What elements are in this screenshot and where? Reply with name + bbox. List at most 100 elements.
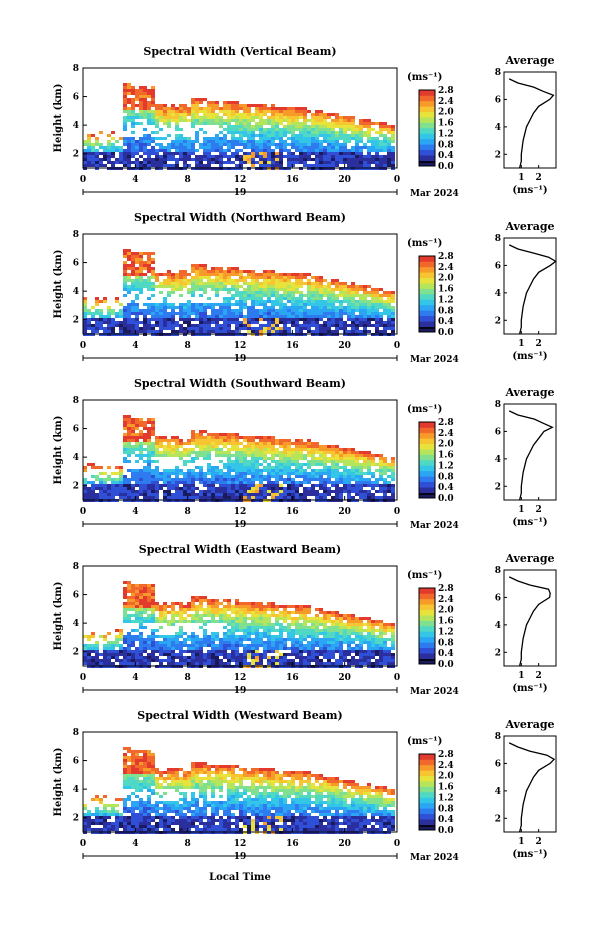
heatmap-cell — [363, 303, 367, 306]
heatmap-cell — [247, 291, 251, 294]
heatmap-cell — [339, 460, 343, 463]
heatmap-cell — [135, 478, 139, 481]
heatmap-cell — [315, 463, 319, 466]
heatmap-cell — [131, 650, 135, 653]
heatmap-cell — [147, 472, 151, 475]
heatmap-cell — [267, 623, 271, 626]
heatmap-cell — [139, 445, 143, 448]
heatmap-cell — [275, 297, 279, 300]
heatmap-cell — [235, 267, 239, 270]
heatmap-cell — [223, 140, 227, 143]
heatmap-cell — [155, 107, 159, 110]
heatmap-cell — [139, 137, 143, 140]
heatmap-cell — [219, 119, 223, 122]
heatmap-cell — [143, 161, 147, 164]
heatmap-cell — [367, 451, 371, 454]
y-tick-label: 8 — [73, 64, 79, 74]
heatmap-cell — [311, 116, 315, 119]
heatmap-cell — [287, 481, 291, 484]
heatmap-cell — [347, 155, 351, 158]
heatmap-cell — [347, 487, 351, 490]
heatmap-cell — [279, 442, 283, 445]
heatmap-cell — [183, 309, 187, 312]
heatmap-cell — [247, 161, 251, 164]
heatmap-cell — [147, 644, 151, 647]
heatmap-cell — [231, 134, 235, 137]
heatmap-cell — [171, 324, 175, 327]
heatmap-cell — [247, 617, 251, 620]
heatmap-cell — [167, 113, 171, 116]
heatmap-cell — [131, 608, 135, 611]
heatmap-cell — [231, 487, 235, 490]
heatmap-cell — [235, 472, 239, 475]
heatmap-cell — [107, 496, 111, 499]
heatmap-cell — [383, 324, 387, 327]
heatmap-cell — [127, 98, 131, 101]
heatmap-cell — [191, 107, 195, 110]
heatmap-cell — [295, 158, 299, 161]
heatmap-cell — [199, 312, 203, 315]
heatmap-cell — [127, 584, 131, 587]
heatmap-cell — [219, 478, 223, 481]
heatmap-cell — [227, 662, 231, 665]
heatmap-cell — [127, 119, 131, 122]
heatmap-cell — [179, 662, 183, 665]
heatmap-cell — [335, 113, 339, 116]
heatmap-cell — [199, 321, 203, 324]
heatmap-cell — [115, 149, 119, 152]
heatmap-cell — [287, 318, 291, 321]
heatmap-cell — [203, 493, 207, 496]
heatmap-cell — [259, 472, 263, 475]
heatmap-cell — [275, 327, 279, 330]
heatmap-cell — [171, 155, 175, 158]
heatmap-cell — [275, 454, 279, 457]
heatmap-cell — [375, 315, 379, 318]
heatmap-cell — [295, 146, 299, 149]
heatmap-cell — [187, 321, 191, 324]
x-tick-label: 16 — [286, 175, 299, 185]
heatmap-cell — [91, 164, 95, 167]
heatmap-cell — [291, 448, 295, 451]
heatmap-cell — [303, 472, 307, 475]
heatmap-cell — [227, 620, 231, 623]
heatmap-cell — [375, 294, 379, 297]
heatmap-cell — [215, 294, 219, 297]
heatmap-cell — [363, 312, 367, 315]
heatmap-cell — [311, 146, 315, 149]
heatmap-cell — [287, 158, 291, 161]
heatmap-cell — [227, 463, 231, 466]
colorbar-swatch — [419, 449, 435, 455]
heatmap-cell — [115, 493, 119, 496]
colorbar-swatch — [419, 288, 435, 295]
heatmap-cell — [255, 125, 259, 128]
heatmap-cell — [359, 125, 363, 128]
heatmap-cell — [307, 481, 311, 484]
colorbar-swatch — [419, 454, 435, 461]
heatmap-cell — [231, 623, 235, 626]
heatmap-cell — [147, 330, 151, 333]
heatmap-cell — [299, 149, 303, 152]
heatmap-cell — [287, 312, 291, 315]
heatmap-cell — [251, 288, 255, 291]
heatmap-cell — [143, 92, 147, 95]
heatmap-cell — [95, 327, 99, 330]
heatmap-cell — [223, 288, 227, 291]
heatmap-cell — [211, 611, 215, 614]
heatmap-cell — [111, 478, 115, 481]
heatmap-cell — [307, 140, 311, 143]
heatmap-cell — [131, 261, 135, 264]
heatmap-cell — [247, 146, 251, 149]
heatmap-cell — [135, 327, 139, 330]
heatmap-cell — [127, 330, 131, 333]
heatmap-cell — [219, 122, 223, 125]
heatmap-cell — [315, 134, 319, 137]
heatmap-cell — [139, 104, 143, 107]
heatmap-cell — [379, 128, 383, 131]
heatmap-cell — [151, 89, 155, 92]
heatmap-cell — [151, 282, 155, 285]
heatmap-cell — [131, 146, 135, 149]
heatmap-cell — [303, 490, 307, 493]
heatmap-cell — [247, 155, 251, 158]
heatmap-cell — [391, 312, 395, 315]
heatmap-cell — [187, 608, 191, 611]
